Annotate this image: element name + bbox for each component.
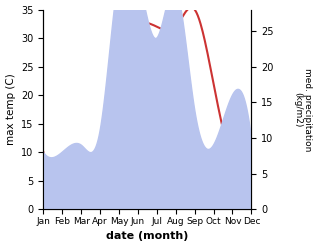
Y-axis label: med. precipitation
(kg/m2): med. precipitation (kg/m2) (293, 68, 313, 151)
Y-axis label: max temp (C): max temp (C) (5, 74, 16, 145)
X-axis label: date (month): date (month) (106, 231, 189, 242)
